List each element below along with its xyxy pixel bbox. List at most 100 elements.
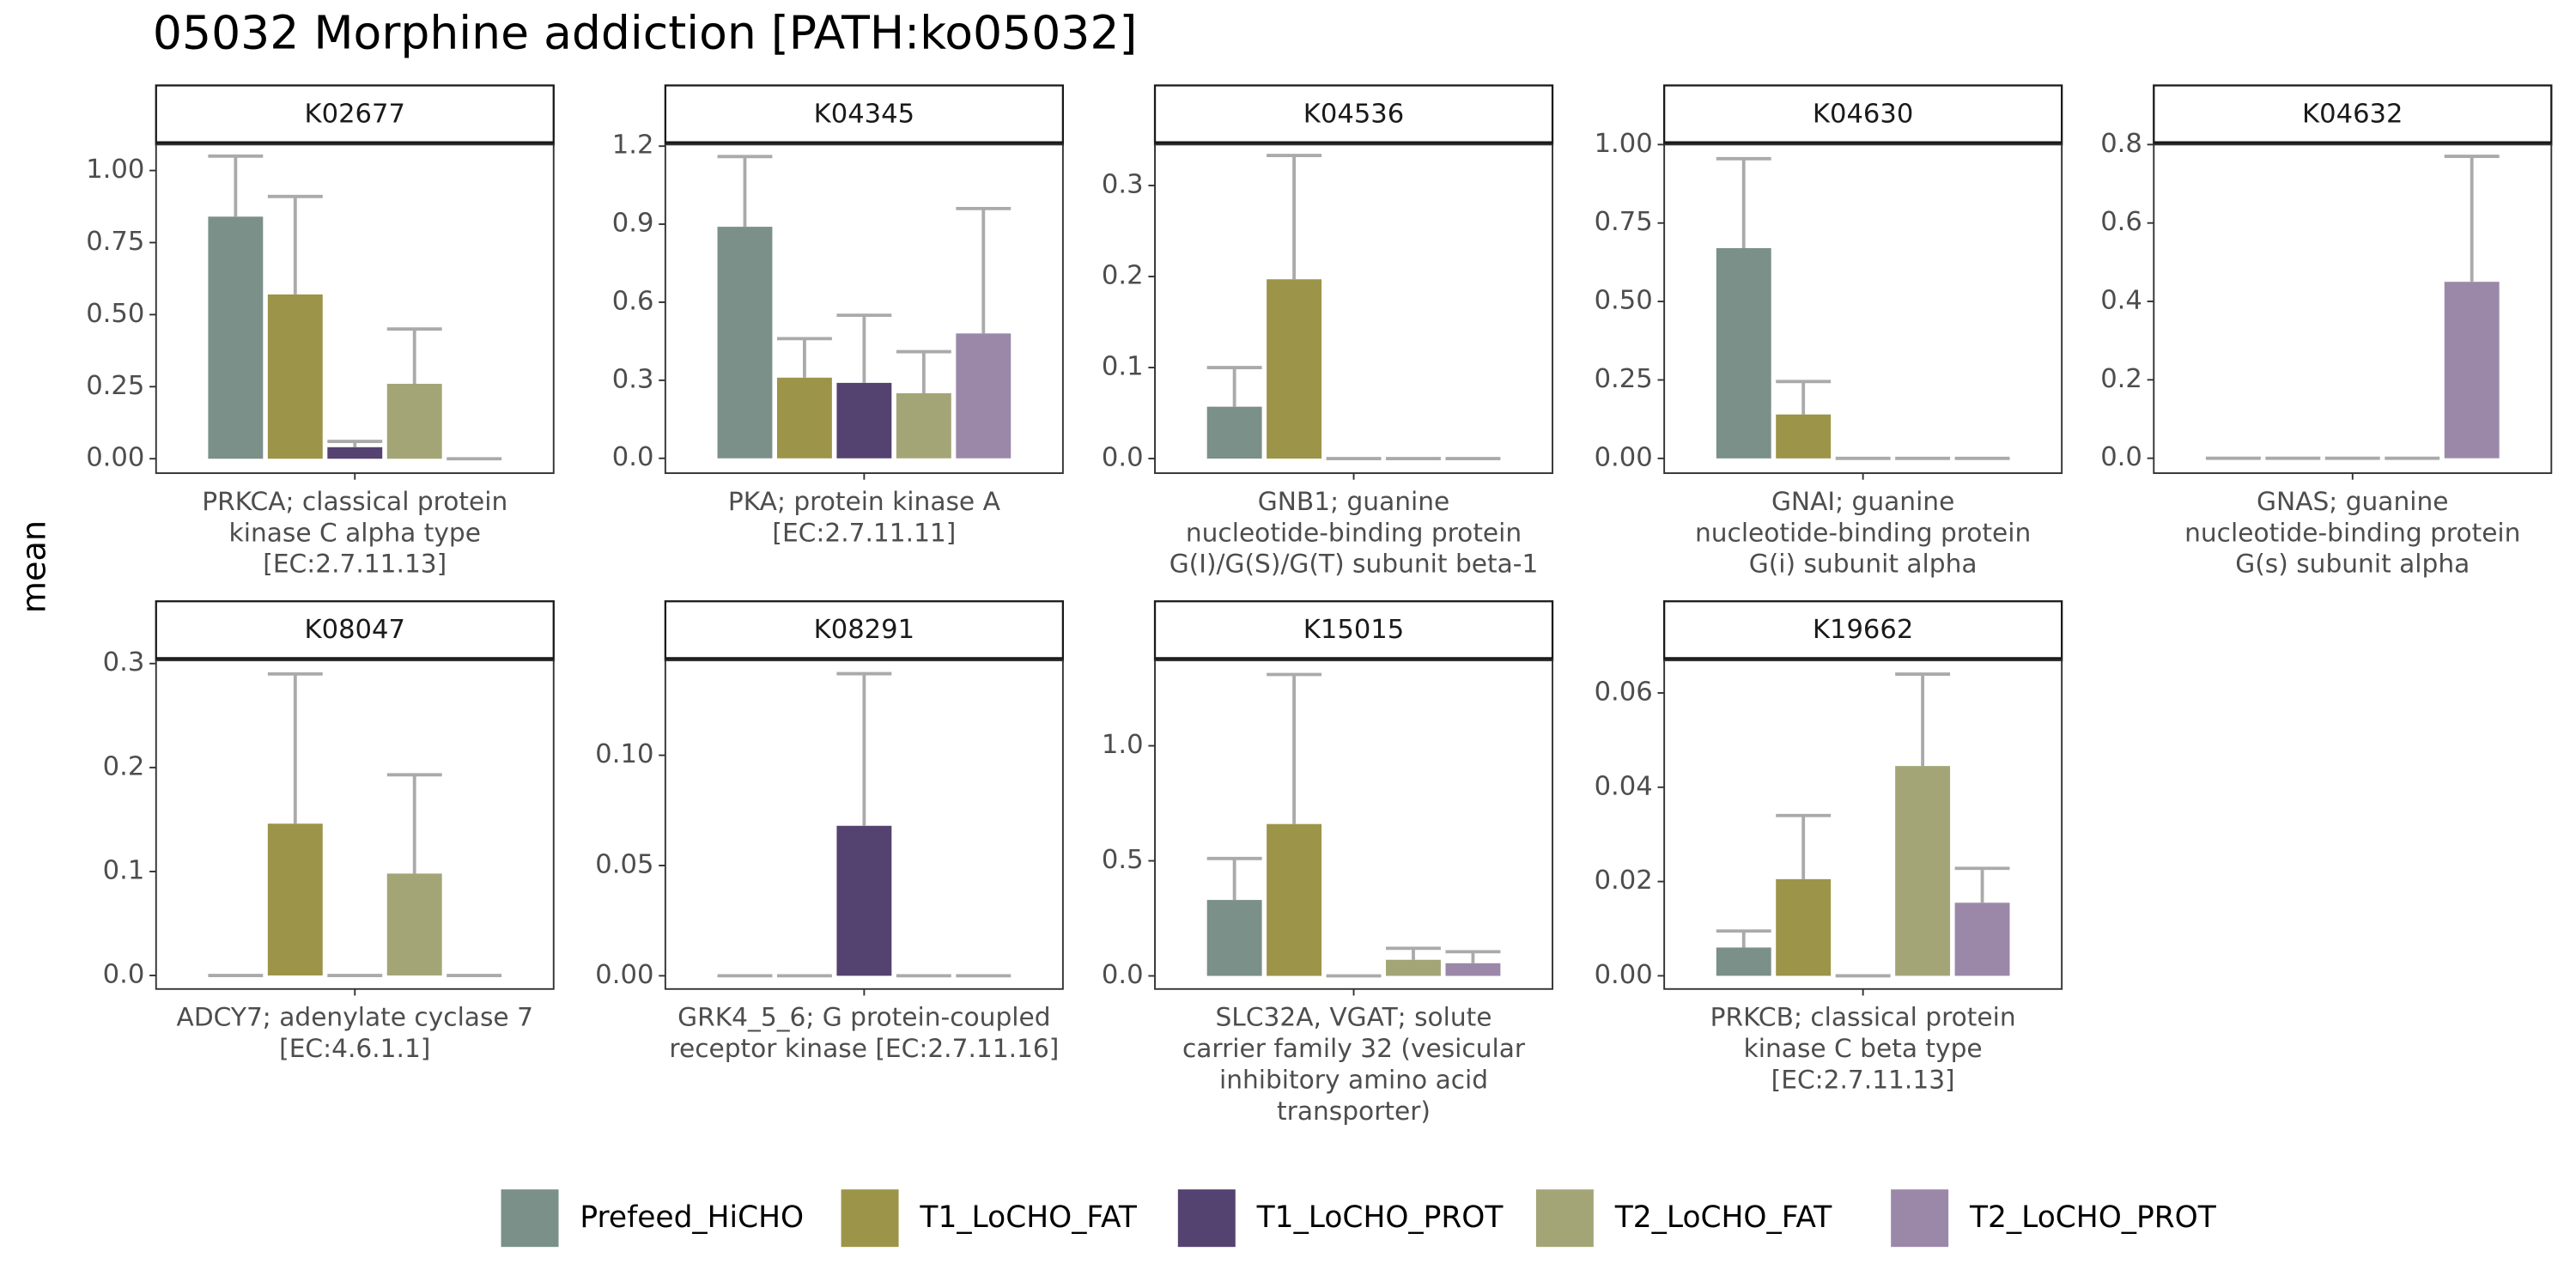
y-tick-label: 0.1 <box>1102 352 1144 382</box>
x-axis-label: PRKCA; classical protein <box>202 486 507 516</box>
y-tick-label: 0.75 <box>1595 207 1653 237</box>
x-axis-label: inhibitory amino acid <box>1219 1064 1488 1094</box>
bar <box>1776 414 1832 459</box>
bar <box>717 227 773 459</box>
y-tick-label: 0.0 <box>2100 442 2142 472</box>
panel-title: K15015 <box>1303 615 1404 645</box>
y-tick-label: 0.0 <box>1102 960 1144 990</box>
y-tick-label: 0.50 <box>1595 286 1653 316</box>
x-axis-label: kinase C beta type <box>1744 1033 1983 1063</box>
bar <box>1716 247 1771 459</box>
panel-title: K04630 <box>1813 99 1913 129</box>
x-axis-label: carrier family 32 (vesicular <box>1182 1033 1526 1063</box>
y-tick-label: 0.75 <box>86 227 144 257</box>
bar <box>1386 959 1441 976</box>
x-axis-label: transporter) <box>1277 1096 1431 1126</box>
y-tick-label: 0.10 <box>595 739 653 769</box>
bar <box>327 447 383 459</box>
bar <box>836 825 892 976</box>
y-tick-label: 0.6 <box>2100 207 2142 237</box>
x-axis-label: ADCY7; adenylate cyclase 7 <box>177 1002 533 1032</box>
panel <box>1663 659 2063 990</box>
legend-label: T2_LoCHO_PROT <box>1969 1200 2217 1235</box>
legend-label: Prefeed_HiCHO <box>580 1200 804 1235</box>
y-tick-label: 0.25 <box>86 371 144 401</box>
bar <box>836 382 892 459</box>
x-axis-label: G(s) subunit alpha <box>2235 549 2470 579</box>
legend-label: T1_LoCHO_PROT <box>1256 1200 1504 1235</box>
x-axis-label: GNB1; guanine <box>1258 486 1450 516</box>
y-tick-label: 0.9 <box>612 209 654 239</box>
legend-key <box>1177 1189 1236 1248</box>
y-tick-label: 0.25 <box>1595 364 1653 394</box>
y-tick-label: 0.3 <box>1102 170 1144 200</box>
y-tick-label: 0.0 <box>612 442 654 472</box>
y-tick-label: 0.2 <box>2100 364 2142 394</box>
bar <box>1206 406 1262 459</box>
bar <box>267 294 323 459</box>
bar <box>386 873 442 976</box>
y-tick-label: 0.00 <box>86 443 144 473</box>
bar <box>1954 902 2010 976</box>
strip <box>1662 600 2063 662</box>
x-axis-label: PRKCB; classical protein <box>1710 1002 2016 1032</box>
legend-key <box>1891 1189 1949 1248</box>
bar <box>267 823 323 976</box>
x-axis-label: G(i) subunit alpha <box>1749 549 1978 579</box>
y-tick-label: 1.00 <box>86 155 144 185</box>
x-axis-label: PKA; protein kinase A <box>728 486 1001 516</box>
y-tick-label: 0.00 <box>1595 442 1653 472</box>
y-tick-label: 0.0 <box>103 960 145 990</box>
x-axis-label: [EC:2.7.11.13] <box>1771 1064 1955 1094</box>
panel-title: K08047 <box>305 615 405 645</box>
bar <box>1895 766 1951 976</box>
y-tick-label: 1.2 <box>612 131 654 161</box>
strip <box>664 84 1065 146</box>
bar <box>896 393 951 459</box>
y-tick-label: 0.5 <box>1102 845 1144 875</box>
strip <box>2153 84 2553 146</box>
y-tick-label: 0.06 <box>1595 677 1653 708</box>
x-axis-label: kinase C alpha type <box>229 517 481 547</box>
x-axis-label: nucleotide-binding protein <box>1186 517 1522 547</box>
strip <box>155 84 555 146</box>
panel-title: K08291 <box>814 615 914 645</box>
bar <box>2444 282 2500 459</box>
bar <box>1776 878 1832 976</box>
strip <box>1153 600 1554 662</box>
x-axis-label: [EC:4.6.1.1] <box>279 1033 430 1063</box>
y-tick-label: 0.04 <box>1595 771 1653 801</box>
bar <box>776 377 832 459</box>
bar <box>1267 823 1322 976</box>
y-axis-label: mean <box>15 520 54 613</box>
x-axis-label: GRK4_5_6; G protein-coupled <box>677 1002 1050 1032</box>
panel-title: K04632 <box>2302 99 2403 129</box>
panel <box>155 659 555 990</box>
y-tick-label: 0.8 <box>2100 129 2142 159</box>
y-tick-label: 0.6 <box>612 286 654 316</box>
bar <box>1206 900 1262 976</box>
x-axis-label: [EC:2.7.11.13] <box>263 549 447 579</box>
y-tick-label: 0.3 <box>612 364 654 394</box>
y-tick-label: 1.00 <box>1595 129 1653 159</box>
legend-label: T1_LoCHO_FAT <box>919 1200 1138 1235</box>
bar <box>386 383 442 459</box>
x-axis-label: SLC32A, VGAT; solute <box>1215 1002 1492 1032</box>
x-axis-label: GNAS; guanine <box>2257 486 2448 516</box>
y-tick-label: 0.1 <box>103 855 145 885</box>
y-tick-label: 1.0 <box>1102 730 1144 760</box>
y-tick-label: 0.05 <box>595 849 653 879</box>
y-tick-label: 0.3 <box>103 647 145 677</box>
x-axis-label: nucleotide-binding protein <box>2184 517 2520 547</box>
bar <box>1267 279 1322 459</box>
bar <box>208 216 264 459</box>
chart-title: 05032 Morphine addiction [PATH:ko05032] <box>153 6 1137 60</box>
legend-label: T2_LoCHO_FAT <box>1614 1200 1833 1235</box>
y-tick-label: 0.0 <box>1102 443 1144 473</box>
panel-title: K02677 <box>305 99 405 129</box>
strip <box>1662 84 2063 146</box>
panel-title: K04345 <box>814 99 914 129</box>
x-axis-label: [EC:2.7.11.11] <box>772 517 956 547</box>
